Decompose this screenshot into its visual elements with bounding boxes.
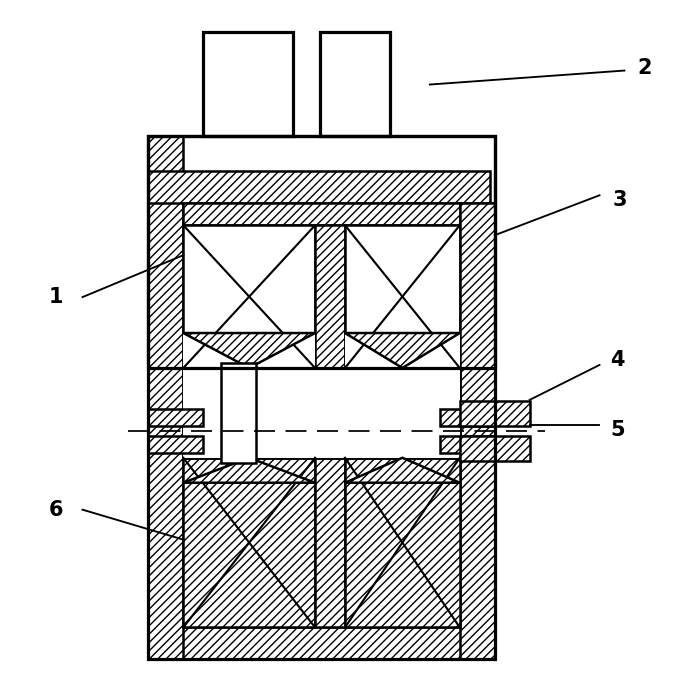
Bar <box>184 204 460 225</box>
Bar <box>460 204 495 660</box>
Bar <box>184 368 460 409</box>
Bar <box>148 409 204 426</box>
Bar <box>345 225 460 368</box>
Bar <box>148 436 204 452</box>
Bar <box>184 426 460 436</box>
Polygon shape <box>184 333 315 368</box>
Text: 2: 2 <box>637 58 651 78</box>
Polygon shape <box>184 458 315 483</box>
Bar <box>148 136 495 368</box>
Text: 3: 3 <box>612 190 627 211</box>
Bar <box>460 401 530 426</box>
Text: 1: 1 <box>48 287 63 307</box>
Bar <box>320 32 390 136</box>
Bar <box>440 409 495 426</box>
Bar <box>184 368 460 458</box>
Bar <box>204 32 293 136</box>
Bar <box>345 458 460 628</box>
Bar <box>440 436 495 452</box>
Polygon shape <box>345 333 460 368</box>
Bar <box>148 172 490 204</box>
Polygon shape <box>345 458 460 483</box>
Bar <box>315 225 345 368</box>
Bar <box>148 628 495 660</box>
Bar <box>460 204 495 368</box>
Bar <box>460 436 530 461</box>
Bar <box>184 225 315 368</box>
Bar <box>148 136 495 660</box>
Bar <box>221 363 256 463</box>
Bar <box>315 458 345 628</box>
Bar <box>345 333 460 368</box>
Bar <box>148 136 184 660</box>
Bar <box>184 458 315 628</box>
Text: 6: 6 <box>48 500 63 520</box>
Bar <box>184 333 315 368</box>
Text: 5: 5 <box>610 420 624 440</box>
Bar <box>184 452 460 458</box>
Text: 4: 4 <box>610 350 624 370</box>
